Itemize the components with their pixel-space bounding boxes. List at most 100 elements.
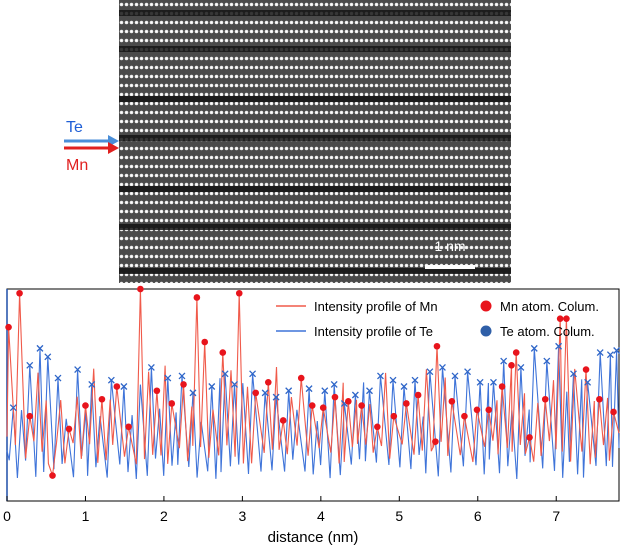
mn-atom-marker — [563, 315, 570, 322]
te-atom-markers — [9, 342, 621, 412]
legend-te-marker-swatch — [480, 325, 492, 337]
te-atom-marker — [584, 378, 592, 386]
mn-atom-marker — [432, 438, 439, 445]
te-atom-marker — [261, 389, 269, 397]
mn-atom-marker — [201, 338, 209, 346]
x-axis-label: distance (nm) — [268, 529, 359, 546]
mn-atom-marker — [82, 402, 89, 409]
te-atom-marker — [377, 372, 384, 380]
mn-atom-marker — [297, 374, 305, 382]
mn-atom-marker — [65, 425, 73, 433]
mn-atom-marker — [345, 398, 352, 405]
te-atom-marker — [249, 370, 257, 378]
te-atom-marker — [164, 374, 172, 382]
te-atom-marker — [389, 376, 397, 384]
te-atom-marker — [411, 376, 419, 384]
te-intensity-path — [6, 346, 620, 480]
te-atom-marker — [606, 351, 614, 359]
mn-atom-marker — [168, 400, 176, 407]
mn-atom-marker — [526, 434, 533, 441]
te-atom-marker — [88, 380, 96, 388]
mn-atom-marker — [49, 472, 56, 479]
chart-legend: Intensity profile of Mn Intensity profil… — [276, 299, 599, 339]
mn-atom-marker — [473, 406, 481, 414]
mn-atom-marker — [390, 412, 398, 420]
te-atom-marker — [285, 387, 293, 395]
scale-bar — [425, 265, 475, 269]
te-atom-marker — [147, 363, 155, 371]
legend-mn-marker-label: Mn atom. Colum. — [500, 299, 599, 314]
mn-atom-marker — [279, 417, 287, 424]
legend-mn-line-label: Intensity profile of Mn — [314, 299, 438, 314]
mn-atom-marker — [461, 412, 468, 420]
te-atom-marker — [189, 389, 197, 397]
te-atom-marker — [26, 361, 34, 369]
te-atom-marker — [9, 404, 17, 412]
legend-te-marker-label: Te atom. Colum. — [500, 324, 595, 339]
te-atom-marker — [36, 344, 44, 352]
stem-dark-bands — [119, 10, 511, 274]
te-atom-marker — [120, 383, 128, 390]
mn-atom-marker — [485, 406, 493, 414]
te-atom-marker — [178, 372, 186, 380]
mn-atom-marker — [596, 395, 603, 403]
te-atom-marker — [330, 380, 338, 388]
mn-atom-marker — [26, 412, 34, 420]
x-tick-label: 5 — [395, 508, 403, 524]
mn-atom-marker — [582, 366, 590, 373]
mn-atom-marker — [498, 383, 506, 390]
mn-atom-marker — [16, 289, 23, 297]
te-atom-marker — [305, 385, 313, 393]
stem-dark-band — [119, 46, 511, 52]
mn-atom-marker — [180, 381, 187, 388]
mn-atom-marker — [331, 393, 339, 401]
x-tick-label: 0 — [3, 508, 11, 524]
legend-mn-marker-swatch — [480, 300, 492, 312]
te-atom-marker — [44, 353, 52, 361]
mn-atom-marker — [319, 404, 327, 412]
mn-atom-marker — [125, 423, 132, 431]
mn-atom-marker — [541, 395, 549, 403]
mn-atom-marker — [374, 423, 381, 431]
mn-atom-marker — [264, 378, 272, 386]
te-atom-marker — [321, 387, 329, 395]
te-atom-marker — [476, 378, 484, 386]
mn-atom-marker — [98, 395, 106, 403]
mn-atom-marker — [153, 387, 161, 395]
mn-atom-marker — [235, 289, 243, 297]
x-tick-label: 7 — [552, 508, 560, 524]
stem-dark-band — [119, 96, 511, 102]
legend-te-line-label: Intensity profile of Te — [314, 324, 433, 339]
x-axis-ticks: 0 1 2 3 4 5 6 7 — [3, 496, 560, 524]
te-atom-marker — [272, 393, 280, 401]
mn-intensity-line — [6, 288, 620, 476]
te-intensity-line — [6, 346, 620, 480]
mn-atom-marker — [113, 383, 121, 390]
te-atom-marker — [555, 342, 563, 350]
te-atom-marker — [500, 357, 508, 365]
mn-atom-marker — [193, 294, 201, 301]
te-atom-marker — [439, 363, 446, 371]
te-atom-marker — [613, 347, 621, 354]
stem-dark-band — [119, 186, 511, 192]
te-atom-marker — [490, 378, 497, 386]
te-atom-marker — [426, 368, 434, 376]
te-atom-marker — [107, 376, 115, 384]
te-atom-marker — [517, 363, 525, 371]
stem-dark-band — [119, 135, 511, 141]
x-tick-label: 3 — [238, 508, 246, 524]
te-atom-marker — [54, 374, 62, 382]
mn-atom-marker — [403, 400, 410, 407]
x-tick-label: 1 — [82, 508, 90, 524]
mn-atom-marker — [448, 398, 456, 405]
mn-atom-marker — [358, 402, 365, 409]
x-tick-label: 6 — [474, 508, 482, 524]
x-tick-label: 2 — [160, 508, 168, 524]
mn-atom-marker — [610, 408, 617, 416]
te-atom-marker — [231, 380, 238, 388]
te-atom-marker — [530, 344, 538, 352]
mn-atom-markers — [5, 285, 617, 479]
te-atom-marker — [208, 383, 216, 390]
mn-atom-marker — [137, 285, 144, 293]
